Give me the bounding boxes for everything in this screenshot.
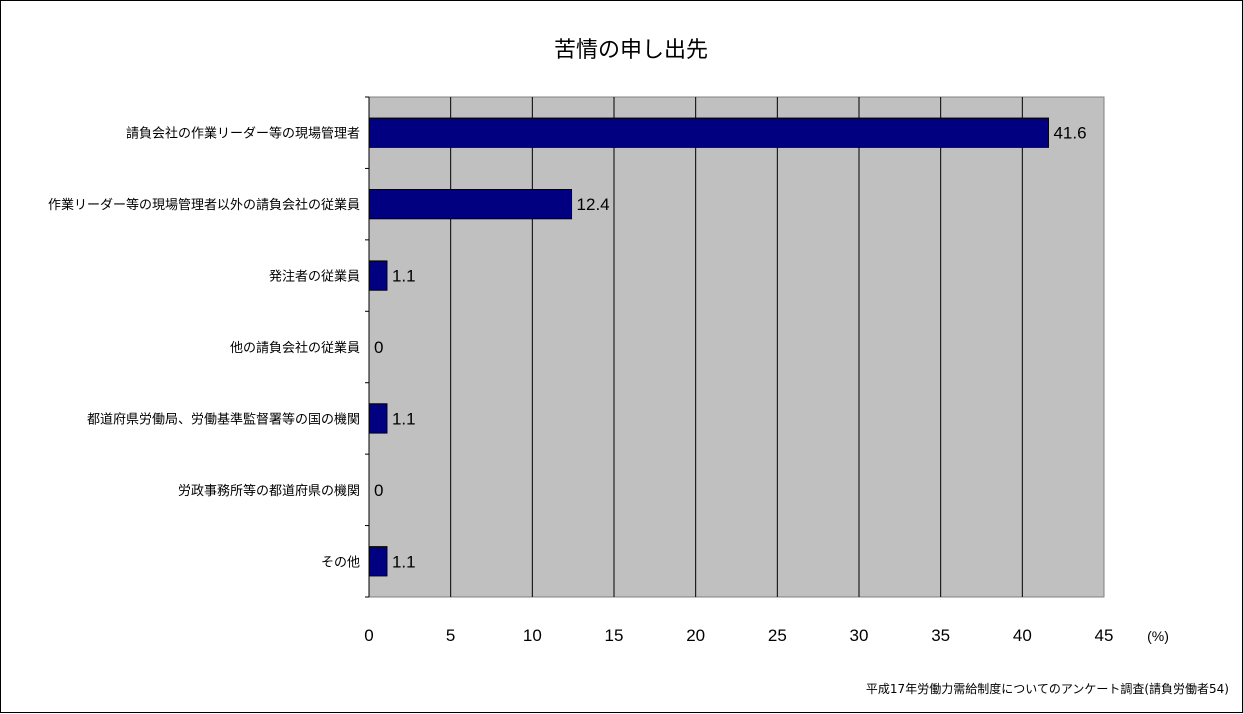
- x-tick-label: 40: [1013, 626, 1032, 645]
- category-label: 請負会社の作業リーダー等の現場管理者: [126, 126, 360, 142]
- category-label: 都道府県労働局、労働基準監督署等の国の機関: [87, 411, 360, 427]
- plot-area: [368, 96, 1105, 598]
- bar: [368, 189, 573, 220]
- category-label: 発注者の従業員: [269, 269, 360, 285]
- gridlines: [365, 96, 1023, 598]
- x-axis-ticks: 0 5 10 15 20 25 30 35 40 45: [364, 626, 1113, 645]
- value-label: 1.1: [392, 552, 416, 571]
- category-label: 労政事務所等の都道府県の機関: [178, 483, 360, 499]
- x-tick-label: 5: [446, 626, 455, 645]
- x-tick-label: 45: [1095, 626, 1114, 645]
- x-tick-label: 25: [768, 626, 787, 645]
- bar: [368, 117, 1049, 148]
- x-tick-label: 15: [605, 626, 624, 645]
- value-label: 1.1: [392, 267, 416, 286]
- category-label: その他: [321, 555, 360, 570]
- value-labels: 41.6 12.4 1.1 0 1.1 0 1.1: [374, 124, 1087, 572]
- bar: [368, 403, 388, 434]
- value-label: 0: [374, 338, 383, 357]
- category-label: 作業リーダー等の現場管理者以外の請負会社の従業員: [48, 197, 360, 213]
- chart-title: 苦情の申し出先: [554, 38, 708, 63]
- x-axis-unit: (%): [1147, 628, 1169, 644]
- bars: [368, 117, 1049, 577]
- value-label: 0: [374, 481, 383, 500]
- value-label: 41.6: [1053, 124, 1086, 143]
- bar: [368, 260, 388, 291]
- x-tick-label: 10: [523, 626, 542, 645]
- x-tick-label: 35: [931, 626, 950, 645]
- category-labels: 請負会社の作業リーダー等の現場管理者作業リーダー等の現場管理者以外の請負会社の従…: [48, 126, 360, 571]
- x-tick-label: 0: [364, 626, 373, 645]
- x-tick-label: 20: [686, 626, 705, 645]
- category-label: 他の請負会社の従業員: [230, 340, 360, 356]
- x-tick-label: 30: [850, 626, 869, 645]
- value-label: 1.1: [392, 409, 416, 428]
- source-note: 平成17年労働力需給制度についてのアンケート調査(請負労働者54): [866, 681, 1229, 696]
- bar: [368, 546, 388, 577]
- value-label: 12.4: [577, 195, 610, 214]
